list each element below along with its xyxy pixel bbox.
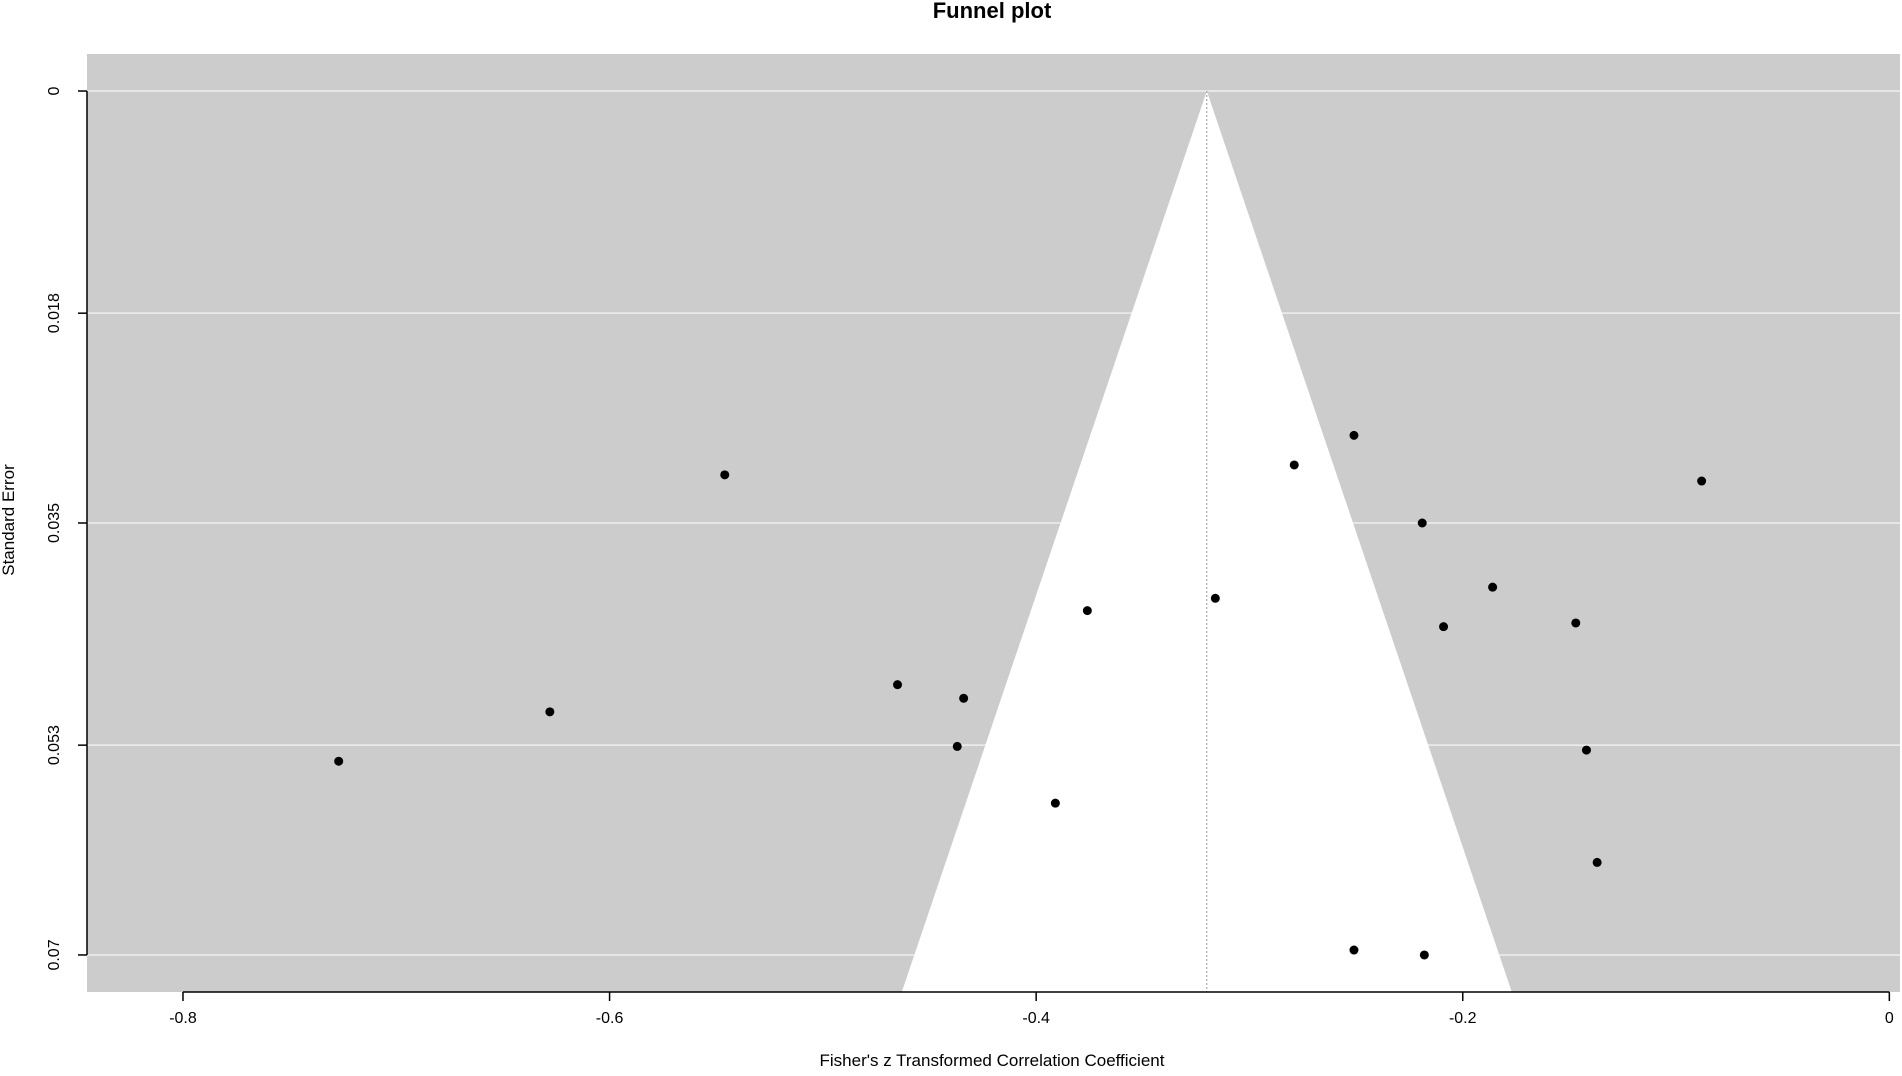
x-tick-label-4: 0 (1885, 1010, 1894, 1027)
data-point-11 (1417, 518, 1427, 528)
data-point-0 (334, 756, 344, 766)
data-point-1 (545, 707, 555, 717)
data-points (334, 430, 1707, 960)
data-point-12 (1439, 622, 1449, 632)
y-tick-label-1: 0.018 (46, 293, 63, 333)
data-point-15 (1581, 745, 1591, 755)
data-point-4 (959, 693, 969, 703)
x-tick-label-1: -0.6 (596, 1010, 624, 1027)
y-tick-label-0: 0 (46, 86, 63, 95)
data-point-16 (1592, 857, 1602, 867)
data-point-6 (1050, 798, 1060, 808)
x-tick-label-2: -0.4 (1022, 1010, 1050, 1027)
y-axis-label: Standard Error (0, 464, 18, 576)
y-axis: 0 0.018 0.035 0.053 0.07 (46, 86, 88, 971)
x-axis: -0.8 -0.6 -0.4 -0.2 0 (169, 991, 1894, 1027)
y-tick-label-3: 0.053 (46, 725, 63, 765)
data-point-19 (1419, 950, 1429, 960)
data-point-7 (1082, 606, 1092, 616)
data-point-10 (1349, 430, 1359, 440)
data-point-18 (1349, 945, 1359, 955)
data-point-13 (1488, 582, 1498, 592)
data-point-5 (952, 741, 962, 751)
x-tick-label-0: -0.8 (169, 1010, 197, 1027)
x-axis-label: Fisher's z Transformed Correlation Coeff… (820, 1051, 1165, 1070)
data-point-8 (1210, 593, 1220, 603)
x-tick-label-3: -0.2 (1449, 1010, 1477, 1027)
y-tick-label-2: 0.035 (46, 503, 63, 543)
data-point-14 (1571, 618, 1581, 628)
data-point-9 (1289, 460, 1299, 470)
data-point-3 (893, 680, 903, 690)
data-point-2 (720, 470, 730, 480)
chart-title: Funnel plot (933, 0, 1052, 23)
funnel-region (901, 91, 1512, 993)
data-point-17 (1697, 476, 1707, 486)
y-tick-label-4: 0.07 (46, 939, 63, 970)
